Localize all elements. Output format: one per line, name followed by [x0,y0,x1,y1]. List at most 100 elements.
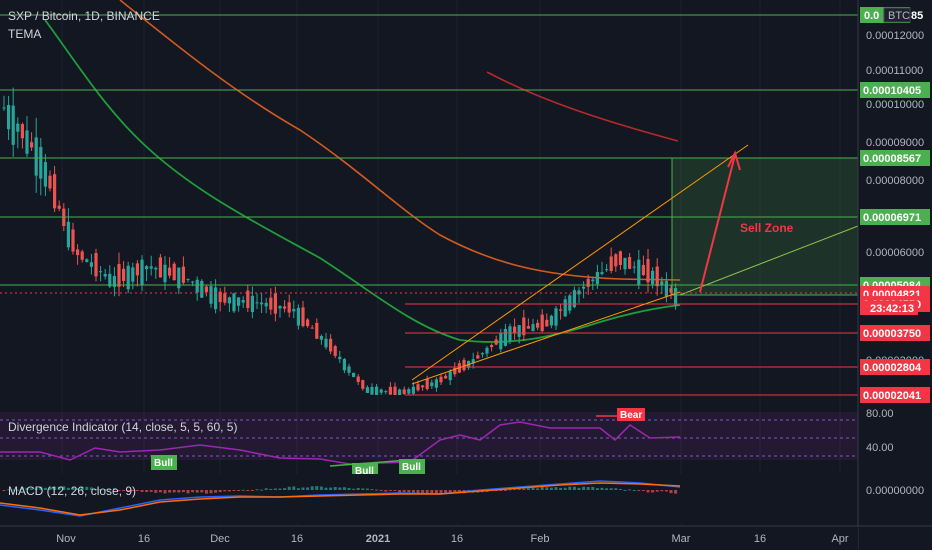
candle-body [39,147,43,179]
time-axis-tick: Mar [672,533,691,545]
candle-body [434,379,438,388]
macd-bar [48,486,52,490]
candle-body [246,290,250,308]
indicator-label[interactable]: TEMA [8,27,42,41]
macd-bar [324,487,328,490]
macd-bar [7,489,11,491]
candle-body [186,278,190,280]
candle-body [577,290,581,295]
bull-tag-text: Bull [402,462,421,473]
macd-bar [99,489,103,491]
macd-pane[interactable] [0,474,858,524]
divergence-axis-tick: 80.00 [866,408,894,420]
candle-body [595,272,599,284]
candle-body [241,300,245,303]
candle-body [7,104,11,130]
macd-bar [181,490,185,493]
candle-body [181,266,185,283]
candle-body [614,254,618,267]
symbol-title[interactable]: SXP / Bitcoin, 1D, BINANCE [8,9,160,23]
candle-body [145,266,149,270]
currency-badge[interactable]: BTC [888,10,910,22]
candle-body [16,123,20,132]
macd-bar [582,486,586,490]
candle-body [669,288,673,293]
divergence-title[interactable]: Divergence Indicator (14, close, 5, 5, 6… [8,420,238,434]
candle-body [398,389,402,395]
level-badge-text: 0.00003750 [863,328,921,340]
macd-bar [122,490,126,491]
candle-body [448,371,452,381]
candle-body [365,387,369,393]
candle-body [209,286,213,304]
candle-body [660,281,664,286]
macd-bar [651,490,655,493]
macd-bar [214,490,218,493]
macd-bar [508,489,512,491]
candle-body [131,267,135,282]
macd-bar [200,490,204,493]
macd-bar [554,487,558,490]
macd-bar [131,490,135,491]
macd-bar [618,488,622,490]
candle-body [172,263,176,281]
candle-body [342,359,346,371]
macd-bar [393,490,397,491]
macd-bar [609,488,613,490]
macd-bar [623,489,627,491]
candle-body [283,306,287,309]
macd-bar [407,490,411,493]
price-pane[interactable] [0,0,858,410]
candle-body [384,391,388,393]
candle-body [632,266,636,268]
wedge-upper-line [411,144,749,381]
candle-body [347,366,351,373]
macd-bar [57,487,61,490]
candle-body [356,376,360,383]
macd-bar [126,490,130,491]
macd-bar [499,490,503,491]
macd-bar [62,486,66,490]
bear-tag-text: Bear [620,410,642,421]
candle-body [674,288,678,307]
candle-body [600,272,604,275]
macd-bar [646,490,650,493]
candle-body [200,280,204,298]
divergence-axis-tick: 40.00 [866,442,894,454]
time-axis[interactable] [0,526,858,550]
candle-body [108,273,112,287]
macd-bar [89,487,93,490]
level-badge [860,82,930,98]
candle-body [315,322,319,339]
countdown-badge [860,301,918,315]
sell-zone-label: Sell Zone [740,221,794,235]
macd-bar [80,486,84,490]
candle-body [361,380,365,389]
candle-body [664,281,668,297]
candle-body [324,338,328,348]
macd-bar [39,486,43,490]
time-axis-ticks: Nov 16 Dec 16 2021 16 Feb Mar 16 Apr [56,533,849,545]
macd-bar [283,488,287,490]
candle-body [402,389,406,394]
macd-bar [292,486,296,490]
candle-body [94,253,98,277]
macd-bar [545,487,549,490]
candle-body [301,307,305,327]
candle-body [273,293,277,314]
candle-body [218,291,222,303]
candle-body [499,332,503,350]
candle-body [255,302,259,304]
level-badge [860,359,930,375]
macd-bar [531,487,535,490]
currency-badge-bg[interactable] [883,7,911,23]
candle-body [269,297,273,310]
macd-bar [329,487,333,490]
macd-bar [669,490,673,494]
macd-title[interactable]: MACD (12, 26, close, 9) [8,484,137,498]
sell-zone-box [671,157,859,296]
candle-body [554,308,558,326]
macd-bar [347,487,351,490]
time-axis-tick: Dec [210,533,230,545]
